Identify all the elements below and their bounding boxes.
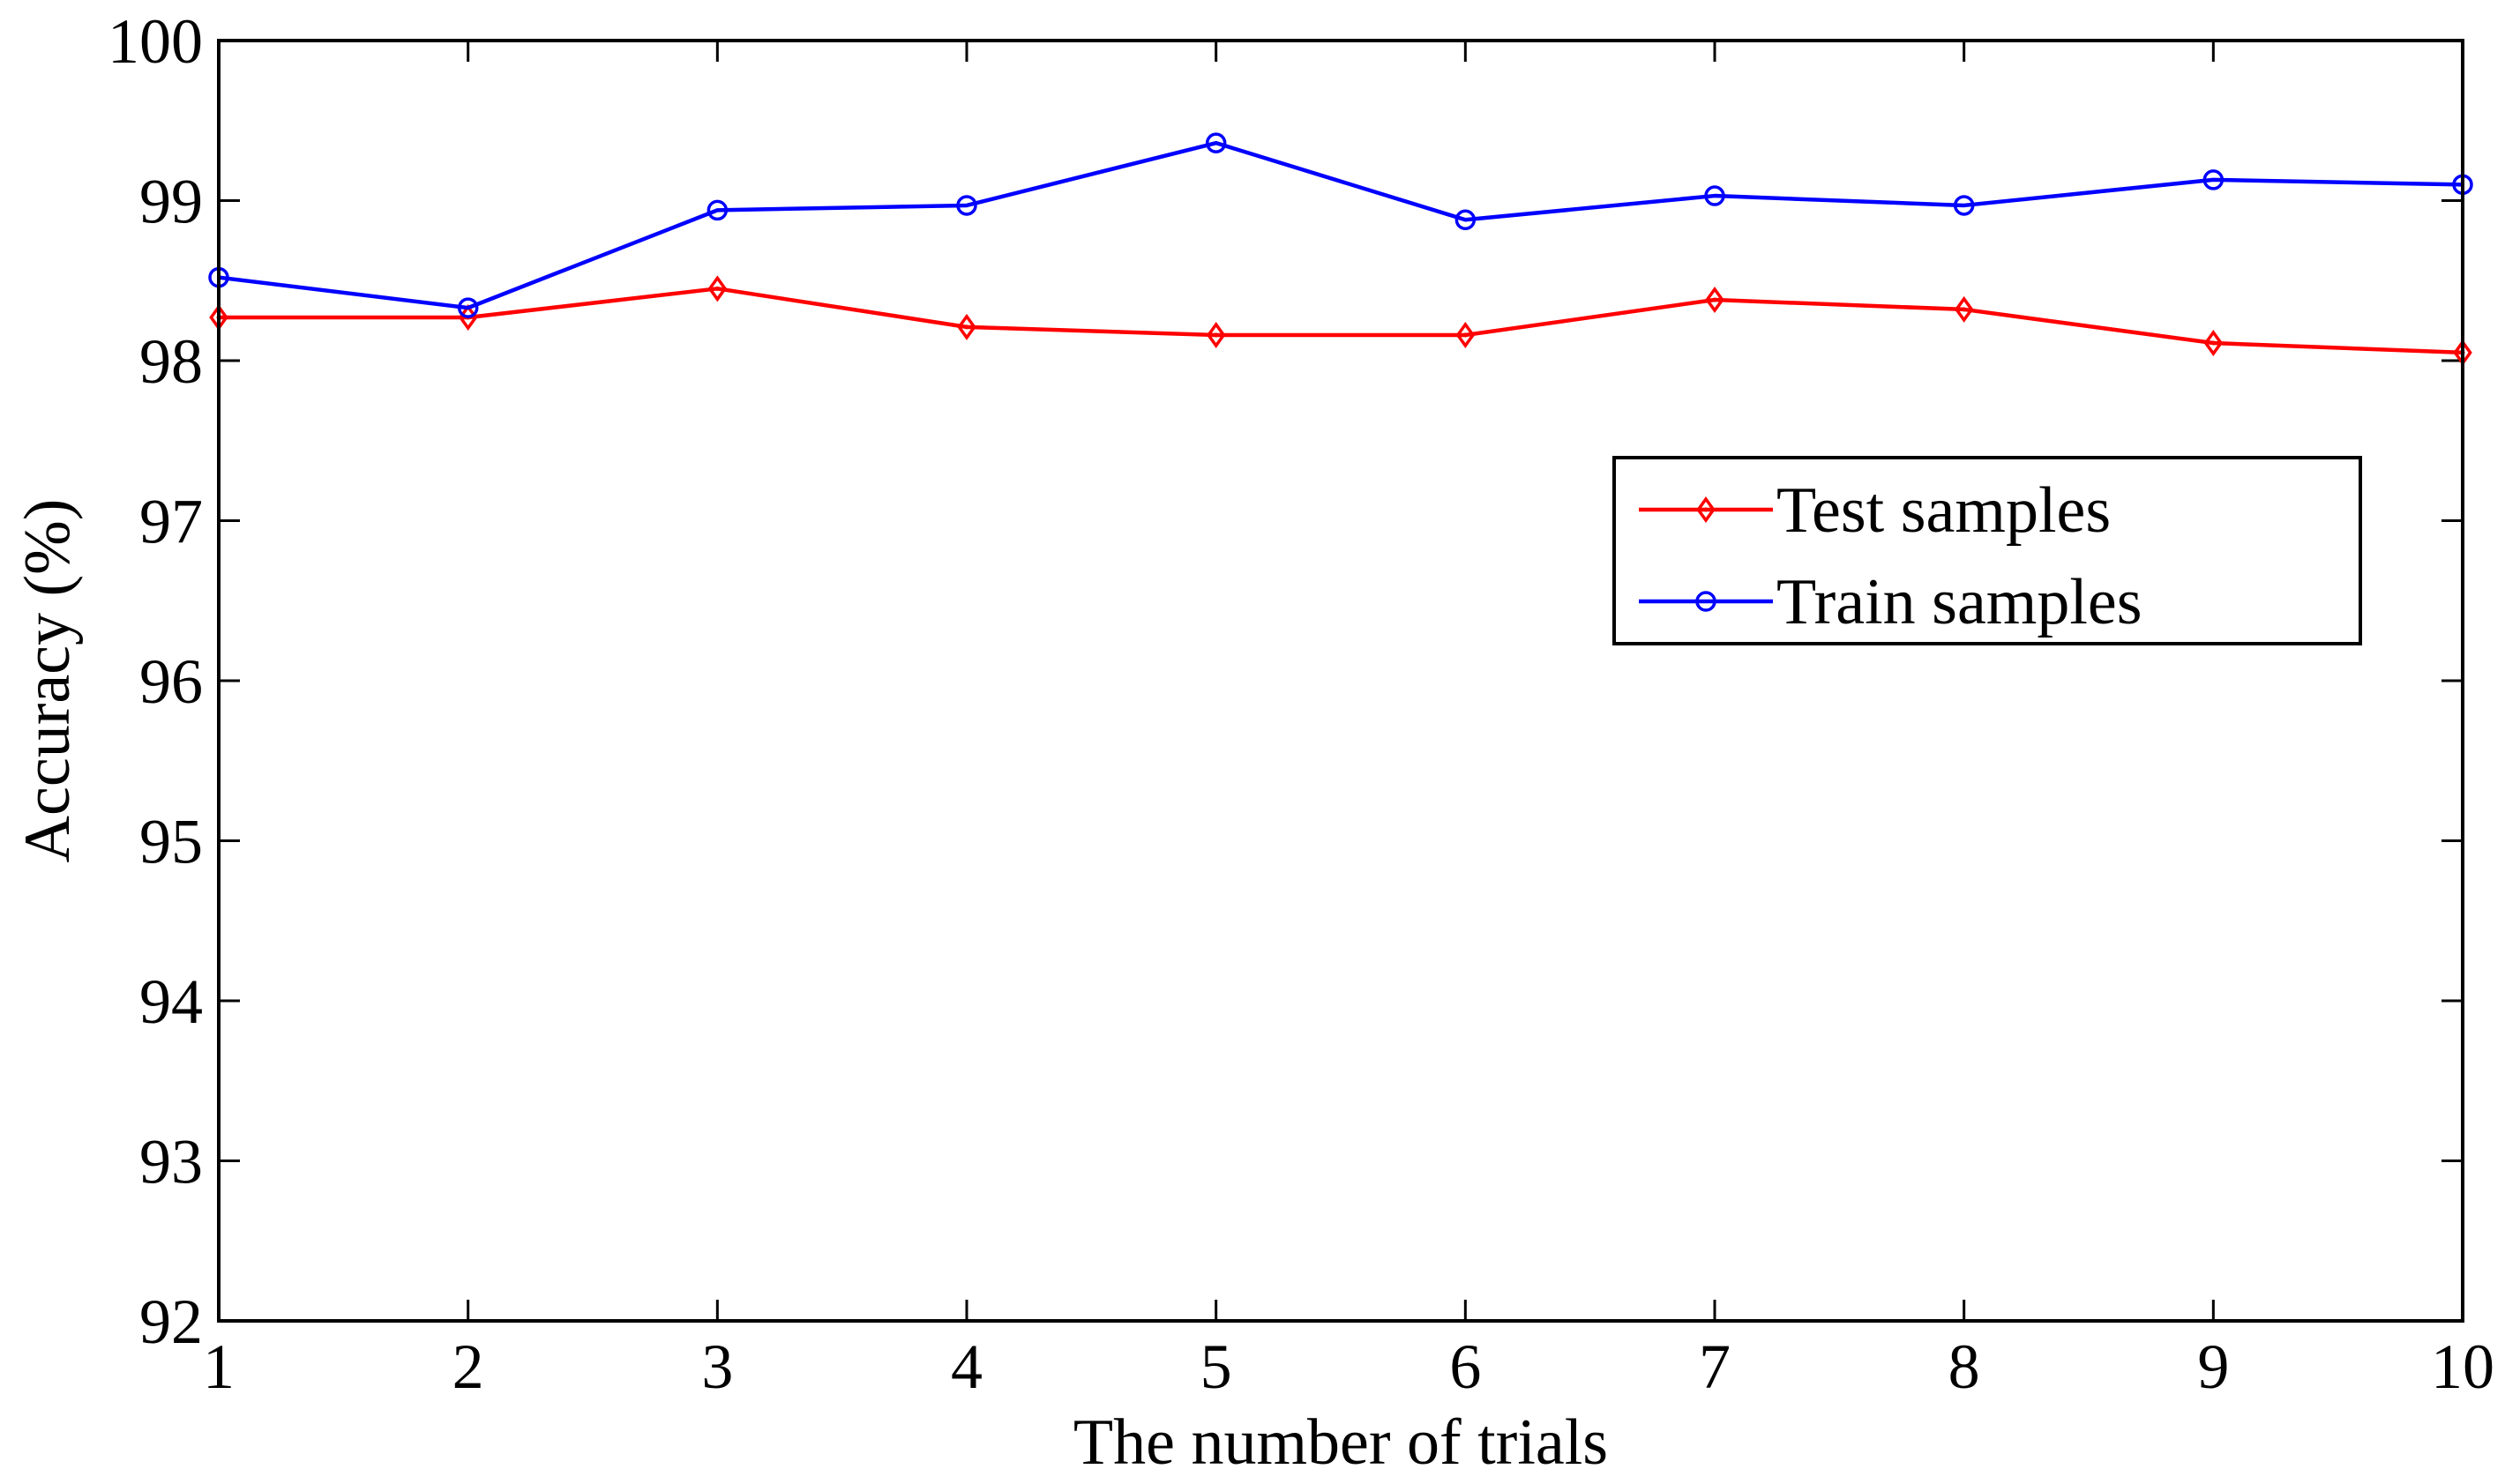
legend-entry: Test samples bbox=[1639, 474, 2111, 547]
data-point-center bbox=[1214, 332, 1219, 338]
y-tick-label: 94 bbox=[139, 966, 203, 1037]
y-tick-label: 98 bbox=[139, 326, 203, 397]
legend-label: Train samples bbox=[1776, 566, 2142, 638]
legend-entries: Test samples Train samples bbox=[1639, 474, 2142, 638]
data-point bbox=[1454, 209, 1477, 231]
x-tick-label: 6 bbox=[1449, 1331, 1481, 1402]
legend-box bbox=[1612, 456, 2362, 645]
data-point bbox=[957, 313, 976, 340]
series-test-samples bbox=[209, 275, 2472, 366]
y-tick-label: 96 bbox=[139, 646, 203, 717]
y-axis-label: Accuracy (%) bbox=[11, 499, 84, 863]
x-tick-label: 1 bbox=[203, 1331, 235, 1402]
legend: Test samples Train samples bbox=[1612, 456, 2362, 645]
x-tick-label: 10 bbox=[2431, 1331, 2494, 1402]
x-tick-label: 7 bbox=[1699, 1331, 1731, 1402]
x-tick-label: 4 bbox=[951, 1331, 983, 1402]
y-tick-label: 92 bbox=[139, 1286, 203, 1357]
data-point bbox=[707, 275, 728, 302]
data-point-center bbox=[2210, 340, 2216, 346]
data-point bbox=[707, 199, 729, 221]
x-axis-label: The number of trials bbox=[1073, 1406, 1608, 1479]
data-point bbox=[1206, 321, 1226, 348]
y-tick-label: 99 bbox=[139, 167, 203, 237]
x-tick-label: 8 bbox=[1948, 1331, 1980, 1402]
y-tick-label: 95 bbox=[139, 807, 203, 877]
x-tick-label: 3 bbox=[701, 1331, 733, 1402]
y-tick-label: 100 bbox=[108, 6, 203, 77]
x-tick-label: 5 bbox=[1200, 1331, 1232, 1402]
data-point bbox=[2202, 169, 2225, 190]
legend-entry: Train samples bbox=[1639, 566, 2142, 638]
series-train-samples bbox=[208, 132, 2473, 318]
series-line bbox=[218, 140, 2464, 310]
x-tick-label: 9 bbox=[2197, 1331, 2229, 1402]
tick-labels-layer: 1 2 3 4 5 6 7 8 9 10 92 93 94 95 96 97 98 99 100 bbox=[108, 6, 2494, 1402]
series-layer bbox=[208, 132, 2473, 366]
legend-marker bbox=[1695, 591, 1716, 612]
data-point bbox=[1705, 287, 1724, 314]
series-line bbox=[219, 287, 2464, 355]
data-point-center bbox=[1462, 332, 1468, 338]
plot-area-frame bbox=[217, 39, 2464, 1323]
legend-label: Test samples bbox=[1776, 474, 2111, 547]
data-point bbox=[2203, 330, 2224, 357]
legend-marker-center bbox=[1703, 507, 1709, 512]
x-tick-label: 2 bbox=[452, 1331, 484, 1402]
data-point bbox=[1455, 321, 1476, 348]
data-point bbox=[1954, 295, 1974, 323]
data-point-center bbox=[1962, 307, 1967, 312]
y-tick-label: 93 bbox=[139, 1127, 203, 1197]
y-tick-label: 97 bbox=[139, 487, 203, 557]
data-point bbox=[1205, 132, 1227, 153]
data-point-center bbox=[714, 286, 720, 291]
data-point bbox=[457, 297, 479, 318]
data-point bbox=[1953, 195, 1975, 216]
data-point-center bbox=[964, 324, 969, 330]
data-point-center bbox=[1712, 297, 1717, 302]
data-point bbox=[956, 195, 977, 216]
ticks-layer bbox=[217, 39, 2464, 1323]
legend-marker bbox=[1696, 496, 1716, 523]
data-point bbox=[1704, 185, 1725, 206]
